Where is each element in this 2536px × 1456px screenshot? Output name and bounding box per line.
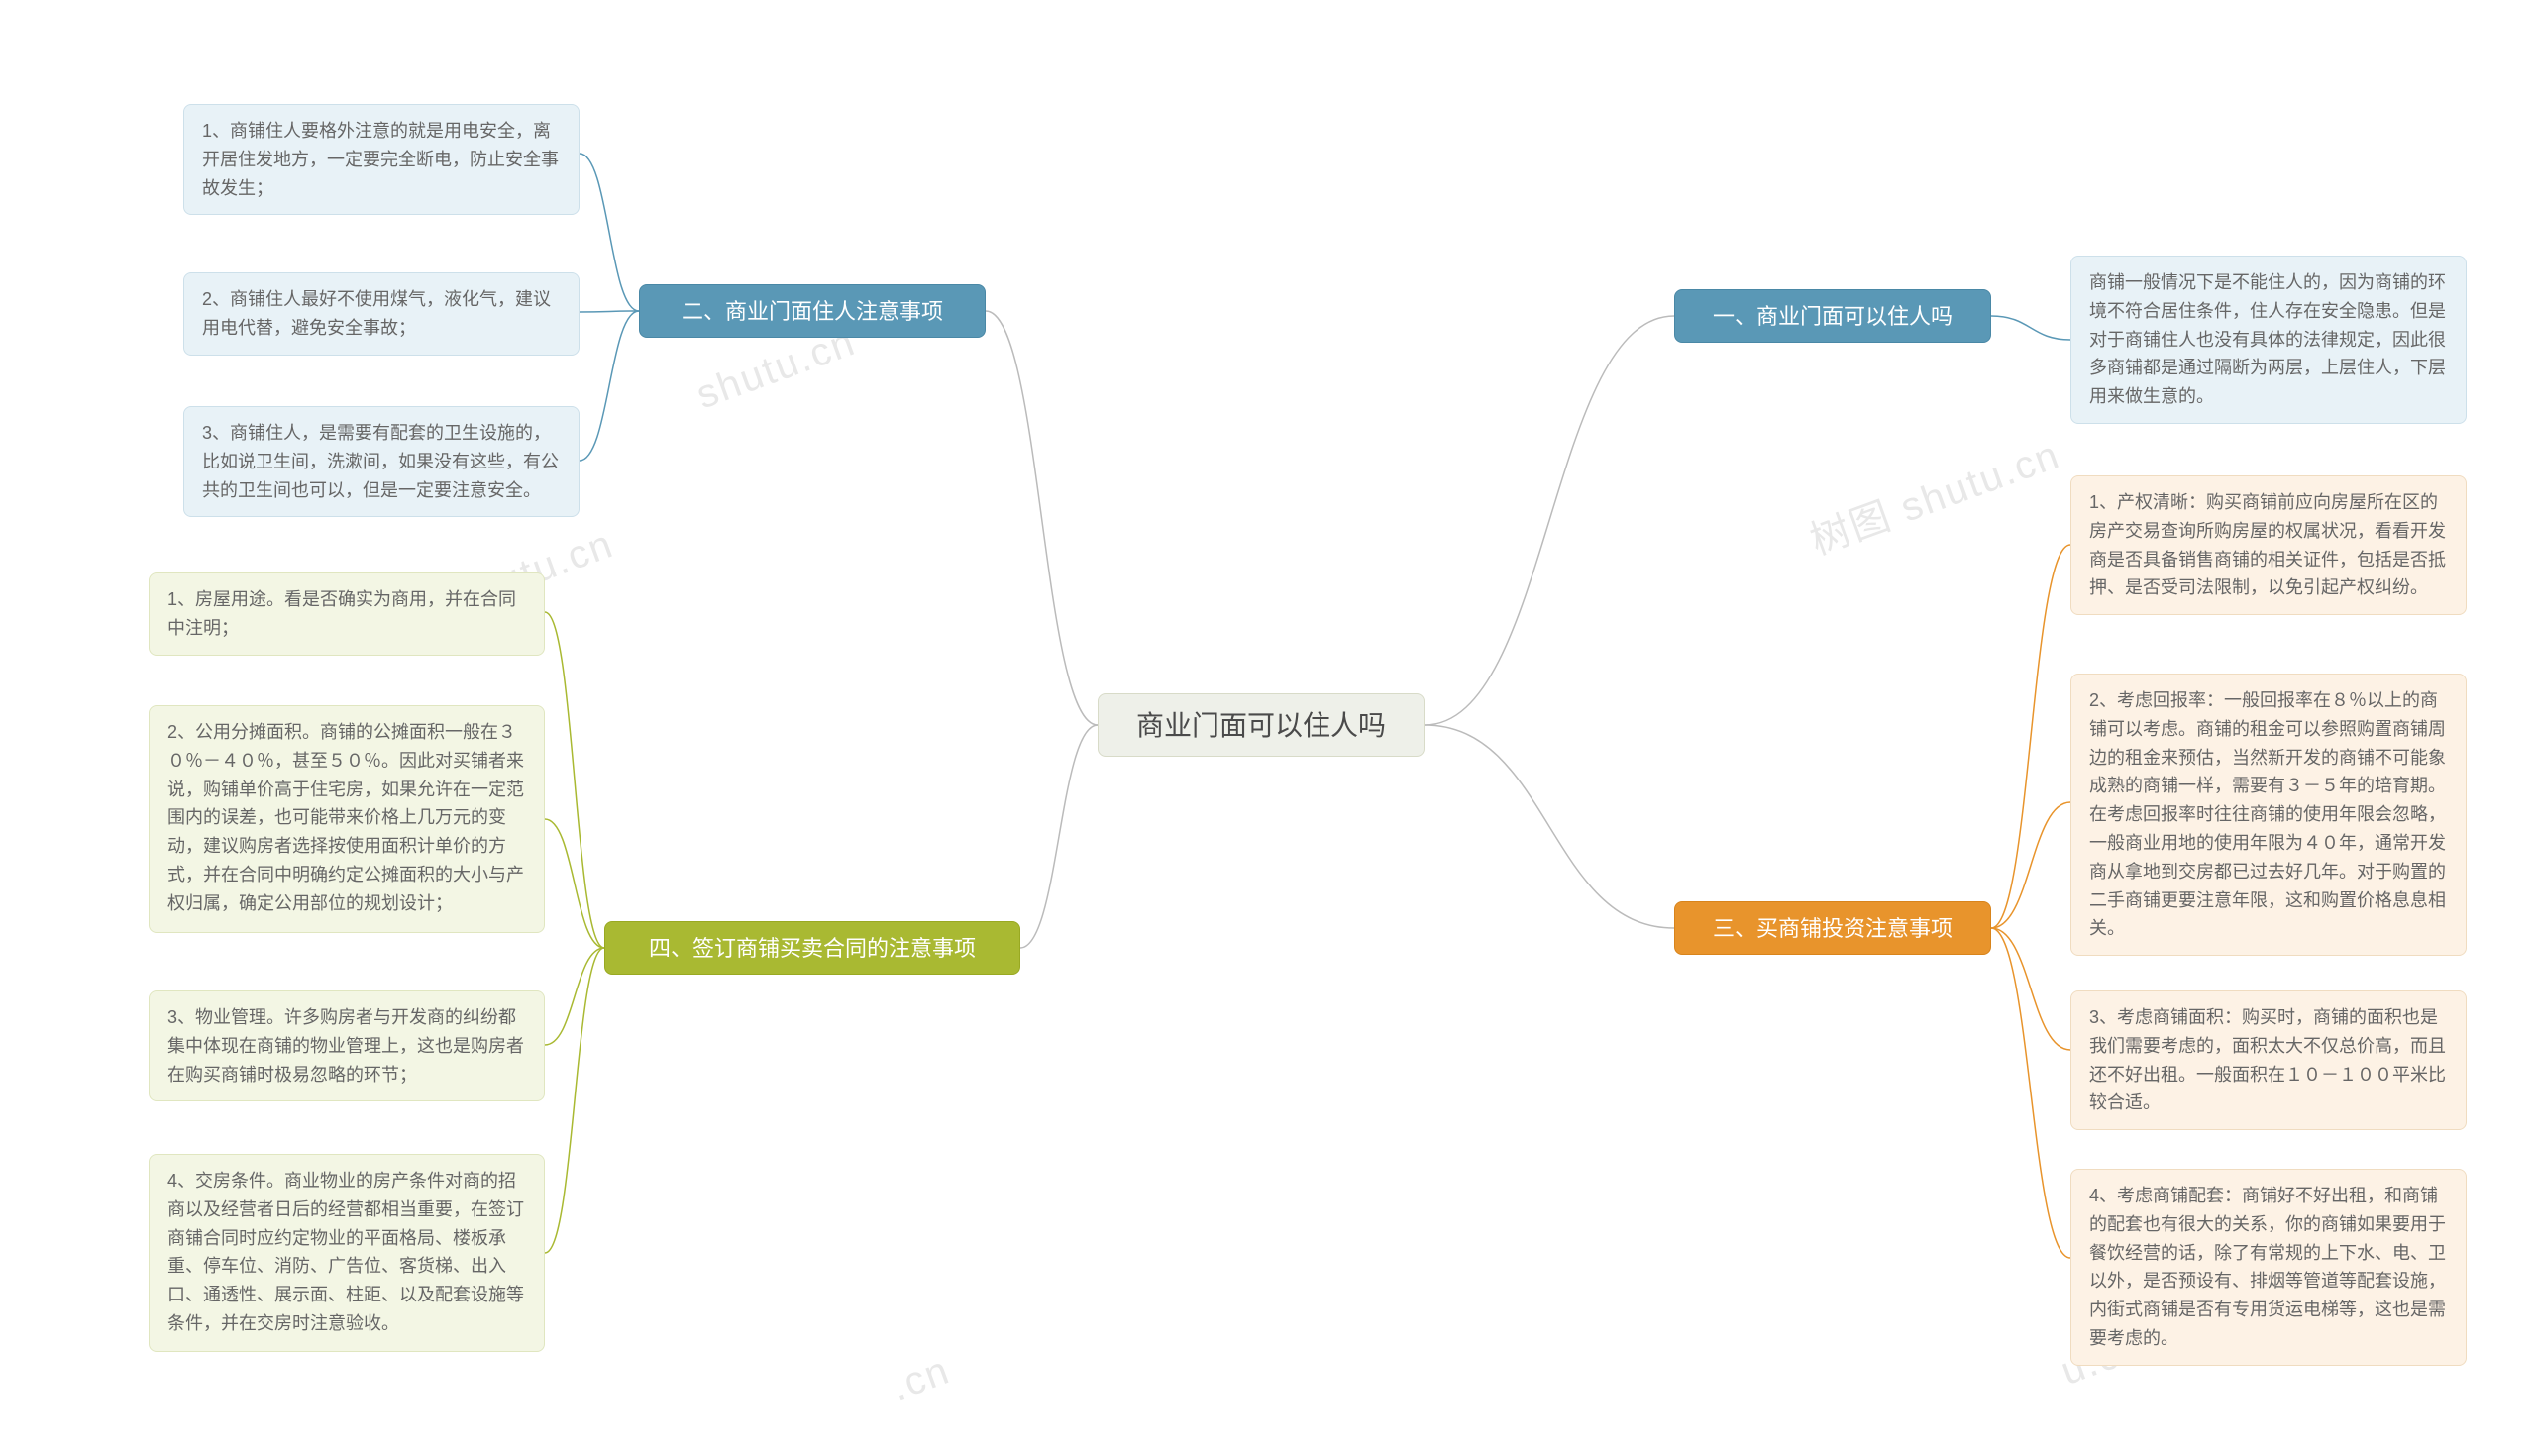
branch-node-b3: 三、买商铺投资注意事项 [1674,901,1991,955]
leaf-node: 4、交房条件。商业物业的房产条件对商的招商以及经营者日后的经营都相当重要，在签订… [149,1154,545,1352]
leaf-node: 2、商铺住人最好不使用煤气，液化气，建议用电代替，避免安全事故； [183,272,580,356]
leaf-node: 2、公用分摊面积。商铺的公摊面积一般在３０％－４０％，甚至５０％。因此对买铺者来… [149,705,545,933]
center-node: 商业门面可以住人吗 [1098,693,1425,757]
leaf-node: 3、商铺住人，是需要有配套的卫生设施的，比如说卫生间，洗漱间，如果没有这些，有公… [183,406,580,517]
leaf-node: 3、考虑商铺面积：购买时，商铺的面积也是我们需要考虑的，面积太大不仅总价高，而且… [2070,990,2467,1130]
leaf-node: 1、商铺住人要格外注意的就是用电安全，离开居住发地方，一定要完全断电，防止安全事… [183,104,580,215]
leaf-node: 1、房屋用途。看是否确实为商用，并在合同中注明； [149,572,545,656]
watermark: 树图 shutu.cn [1801,423,2066,567]
leaf-node: 1、产权清晰：购买商铺前应向房屋所在区的房产交易查询所购房屋的权属状况，看看开发… [2070,475,2467,615]
leaf-node: 商铺一般情况下是不能住人的，因为商铺的环境不符合居住条件，住人存在安全隐患。但是… [2070,256,2467,424]
branch-node-b1: 一、商业门面可以住人吗 [1674,289,1991,343]
leaf-node: 3、物业管理。许多购房者与开发商的纠纷都集中体现在商铺的物业管理上，这也是购房者… [149,990,545,1101]
leaf-node: 2、考虑回报率：一般回报率在８％以上的商铺可以考虑。商铺的租金可以参照购置商铺周… [2070,674,2467,956]
branch-node-b4: 四、签订商铺买卖合同的注意事项 [604,921,1020,975]
watermark: .cn [886,1348,956,1410]
leaf-node: 4、考虑商铺配套：商铺好不好出租，和商铺的配套也有很大的关系，你的商铺如果要用于… [2070,1169,2467,1366]
branch-node-b2: 二、商业门面住人注意事项 [639,284,986,338]
